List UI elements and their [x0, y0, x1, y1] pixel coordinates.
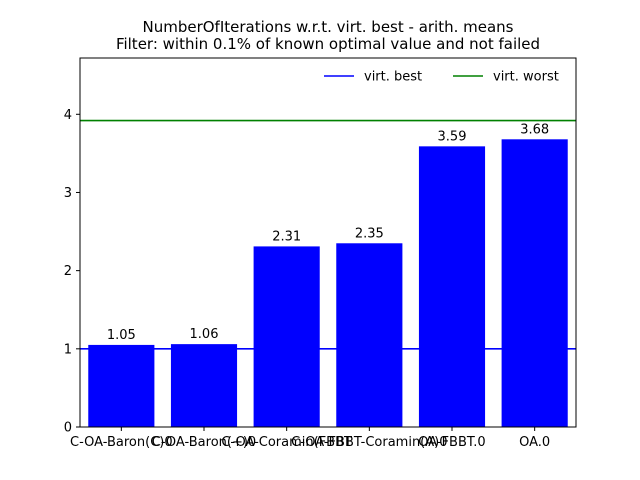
- x-tick-label: C-OA-Baron(+)0: [152, 435, 256, 450]
- bar-data-label: 3.59: [438, 129, 467, 144]
- y-tick-label: 1: [64, 342, 72, 357]
- bar: [253, 246, 320, 427]
- bar-data-label: 1.06: [190, 327, 219, 342]
- chart-title: NumberOfIterations w.r.t. virt. best - a…: [142, 18, 513, 36]
- axes-frame: [79, 57, 577, 428]
- y-tick-label: 0: [64, 421, 72, 436]
- bar-data-label: 2.31: [272, 229, 301, 244]
- x-tick-label: OA.0: [519, 435, 550, 450]
- bar-data-label: 2.35: [355, 226, 384, 241]
- x-tick-label: C-OA-Baron(C)0: [70, 435, 173, 450]
- bar-data-label: 1.05: [107, 328, 136, 343]
- y-tick-label: 2: [64, 264, 72, 279]
- bar: [418, 146, 486, 427]
- y-tick-label: 3: [64, 186, 72, 201]
- bar: [88, 344, 155, 427]
- bar-data-label: 3.68: [520, 122, 549, 137]
- plot-area: 1.05 C-OA-Baron(C)0 1.06 C-OA-Baron(+)0 2.31…: [64, 57, 577, 450]
- chart-subtitle: Filter: within 0.1% of known optimal val…: [116, 35, 540, 53]
- y-tick-label: 4: [64, 108, 72, 123]
- x-tick-label: OA-FBBT.0: [418, 435, 485, 450]
- bar: [170, 344, 238, 427]
- bar: [336, 243, 403, 427]
- legend-label-virt-best: virt. best: [364, 70, 422, 85]
- legend: virt. best virt. worst: [324, 70, 559, 85]
- bar: [501, 139, 568, 427]
- legend-label-virt-worst: virt. worst: [493, 70, 559, 85]
- x-tick-label: C-OA-FBBT-Coramin(A)0: [291, 435, 447, 450]
- x-tick-label: C-OA-Coramin(FBBT: [221, 435, 352, 450]
